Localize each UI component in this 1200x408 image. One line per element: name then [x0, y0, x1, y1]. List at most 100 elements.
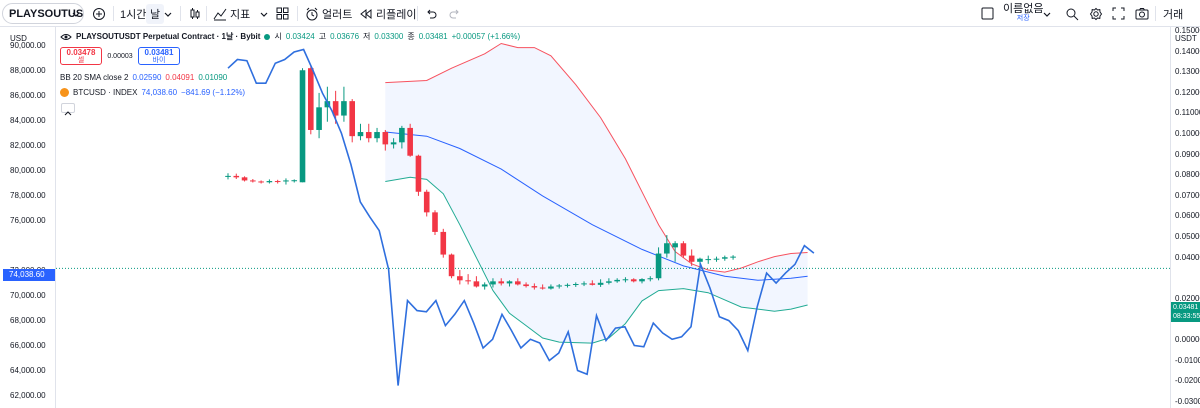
divider — [113, 6, 114, 21]
sell-price: 0.03478 — [66, 48, 96, 57]
candle-body — [490, 281, 496, 285]
layout-checkbox[interactable] — [981, 0, 994, 27]
btc-legend[interactable]: BTCUSD · INDEX 74,038.60 −841.69 (−1.12%… — [60, 88, 245, 97]
sell-button[interactable]: 0.03478 셀 — [60, 47, 102, 65]
symbol-search[interactable]: PLAYSOUTUSDT — [2, 3, 84, 24]
left-price-axis[interactable]: USD 90,000.00 88,000.00 86,000.00 84,000.00… — [0, 27, 56, 408]
bb-lower-value: 0.01090 — [198, 73, 228, 82]
buy-price: 0.03481 — [144, 48, 174, 57]
candle-body — [382, 132, 389, 145]
btc-value: 74,038.60 — [141, 88, 178, 97]
candle-body — [374, 132, 380, 139]
left-axis-tick: 76,000.00 — [10, 215, 46, 225]
candle-body — [415, 155, 422, 192]
candle-body — [639, 279, 645, 282]
layouts-button[interactable] — [276, 0, 289, 27]
symbol-name: PLAYSOUTUSDT — [9, 7, 84, 20]
candle-body — [473, 281, 480, 287]
candle-body — [465, 280, 471, 282]
candle-body — [332, 101, 339, 116]
chart-type-button[interactable] — [188, 0, 202, 27]
settings-button[interactable] — [1089, 0, 1103, 27]
symbol-menu-icon[interactable] — [71, 0, 81, 27]
candle-body — [506, 281, 513, 284]
legend-collapse-button[interactable] — [61, 103, 75, 116]
snapshot-button[interactable] — [1135, 0, 1149, 27]
replay-label: 리플레이 — [376, 8, 417, 21]
layout-dropdown-icon[interactable] — [1042, 0, 1052, 27]
redo-icon — [449, 9, 459, 18]
undo-button[interactable] — [424, 0, 438, 27]
fullscreen-button[interactable] — [1112, 0, 1125, 27]
legend-l-label: 저 — [363, 32, 371, 41]
candle-body — [556, 285, 562, 287]
redo-button[interactable] — [448, 0, 462, 27]
left-axis-tick: 68,000.00 — [10, 315, 46, 325]
legend-title-row: PLAYSOUTUSDT Perpetual Contract · 1날 · B… — [60, 31, 520, 42]
indicators-dropdown-icon[interactable] — [259, 0, 269, 27]
candle-body — [407, 127, 413, 156]
legend-h: 0.03676 — [330, 32, 360, 41]
range-button[interactable]: 날 — [146, 0, 165, 27]
chart-pane[interactable] — [56, 27, 1170, 408]
bb-legend-label: BB 20 SMA close 2 — [60, 73, 129, 82]
countdown: 08:33:55 — [1173, 313, 1200, 320]
indicators-label: 지표 — [230, 8, 251, 21]
left-axis-tick: 82,000.00 — [10, 140, 46, 150]
candle-body — [258, 181, 264, 183]
grid-icon — [276, 7, 289, 20]
interval-dropdown-icon[interactable] — [163, 0, 173, 27]
layout-name[interactable]: 이름없음 저장 — [1003, 0, 1043, 27]
candle-body — [432, 212, 438, 232]
candle-body — [291, 180, 298, 182]
btc-line — [227, 48, 815, 386]
candle-body — [341, 101, 347, 116]
candle-body — [457, 276, 463, 281]
buy-button[interactable]: 0.03481 바이 — [138, 47, 180, 65]
left-axis-tick: 90,000.00 — [10, 40, 46, 50]
right-axis-tick: -0.01000 — [1175, 355, 1200, 365]
bb-legend[interactable]: BB 20 SMA close 2 0.02590 0.04091 0.0109… — [60, 73, 227, 82]
right-axis-unit: USDT — [1175, 34, 1197, 43]
spread-value: 0.00003 — [107, 52, 133, 60]
candle-body — [266, 181, 273, 183]
legend-c-label: 종 — [407, 32, 415, 41]
btc-coin-icon — [60, 88, 69, 97]
bid-ask-panel: 0.03478 셀 0.00003 0.03481 바이 — [60, 47, 180, 65]
alert-button[interactable]: 얼러트 — [305, 0, 352, 27]
bb-basis-line — [385, 131, 808, 281]
gear-icon — [1089, 7, 1103, 20]
candle-body — [655, 253, 662, 279]
interval-button[interactable]: 1시간 — [120, 0, 146, 27]
last-price-badge: 0.03481 08:33:55 — [1171, 302, 1200, 322]
trade-button[interactable]: 거래 — [1163, 0, 1183, 27]
candle-body — [365, 132, 372, 139]
quick-search-button[interactable] — [1065, 0, 1079, 27]
sell-label: 셀 — [77, 57, 85, 64]
top-toolbar: PLAYSOUTUSDT 1시간 날 지표 — [0, 0, 1200, 27]
alert-label: 얼러트 — [322, 8, 353, 21]
candle-body — [399, 127, 405, 143]
replay-button[interactable]: 리플레이 — [359, 0, 416, 27]
candle-body — [481, 284, 488, 287]
right-axis-tick: -0.03000 — [1175, 396, 1200, 406]
divider — [417, 6, 418, 21]
indicators-button[interactable]: 지표 — [213, 0, 250, 27]
candle-body — [589, 283, 596, 285]
left-axis-tick: 80,000.00 — [10, 165, 46, 175]
bb-band-fill — [385, 43, 808, 344]
eye-slash-icon[interactable] — [60, 33, 72, 41]
candle-body — [308, 68, 314, 130]
indicators-icon — [213, 8, 227, 20]
add-symbol-button[interactable] — [92, 0, 106, 27]
left-axis-tick: 70,000.00 — [10, 290, 46, 300]
candle-body — [697, 258, 703, 262]
candle-body — [614, 279, 620, 282]
left-axis-tick: 64,000.00 — [10, 365, 46, 375]
